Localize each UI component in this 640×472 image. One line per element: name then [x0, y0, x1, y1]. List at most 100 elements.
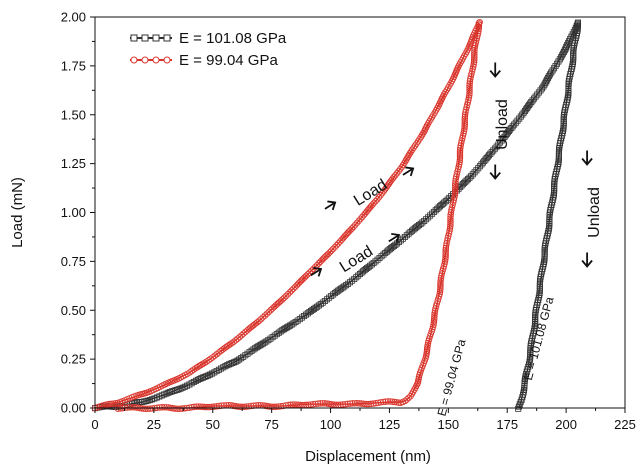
data-point — [471, 56, 478, 64]
legend-marker — [152, 34, 160, 42]
data-point — [521, 107, 528, 114]
data-point — [377, 192, 384, 199]
data-point — [209, 354, 216, 361]
data-point — [457, 140, 465, 147]
data-point — [417, 133, 425, 141]
data-point — [438, 270, 446, 277]
x-tick-label: 150 — [437, 417, 459, 432]
legend-marker — [141, 34, 149, 42]
data-point — [425, 214, 432, 221]
data-point — [463, 104, 470, 111]
data-point — [392, 171, 399, 179]
data-point — [349, 400, 356, 407]
data-point — [372, 198, 379, 205]
data-point — [177, 385, 184, 392]
x-tick-label: 200 — [555, 417, 577, 432]
data-point — [368, 261, 375, 268]
data-point — [432, 302, 440, 310]
data-point — [344, 400, 351, 408]
data-point — [438, 272, 445, 280]
data-point — [461, 121, 468, 128]
data-point — [288, 287, 295, 294]
data-point — [442, 254, 449, 261]
data-point — [307, 401, 314, 408]
data-point — [240, 403, 248, 410]
data-point — [453, 170, 461, 178]
data-point — [293, 401, 300, 408]
y-tick-label: 0.25 — [61, 352, 86, 367]
data-point — [461, 123, 468, 130]
data-point — [476, 163, 483, 170]
data-point — [442, 242, 450, 249]
data-point — [470, 63, 477, 70]
data-point — [179, 384, 186, 391]
data-point — [319, 400, 326, 407]
data-point — [457, 142, 464, 149]
data-point — [156, 404, 163, 411]
data-point — [314, 400, 322, 407]
data-point — [430, 317, 438, 324]
data-point — [419, 130, 427, 137]
data-point — [319, 299, 326, 306]
data-point — [447, 211, 454, 218]
legend-marker — [130, 56, 138, 64]
data-point — [466, 174, 473, 181]
data-point — [355, 217, 362, 225]
x-tick-label: 75 — [264, 417, 278, 432]
data-point — [462, 109, 469, 116]
data-point — [131, 404, 138, 411]
data-point — [344, 280, 351, 287]
data-point — [466, 92, 473, 99]
data-point — [232, 337, 239, 344]
data-point — [372, 258, 379, 265]
legend-label: E = 99.04 GPa — [179, 52, 278, 69]
arrow-down-icon — [581, 252, 593, 268]
data-point — [357, 215, 364, 223]
data-point — [468, 70, 475, 78]
data-point — [351, 221, 359, 229]
data-point — [374, 256, 381, 263]
data-point — [357, 400, 365, 407]
data-point — [258, 341, 265, 348]
y-tick-label: 1.00 — [61, 205, 86, 220]
data-point — [375, 399, 382, 406]
data-point — [144, 397, 151, 404]
data-point — [452, 186, 459, 193]
annotation-3: Unload — [581, 150, 603, 268]
data-point — [460, 127, 468, 135]
data-point — [339, 401, 347, 408]
data-point — [466, 88, 473, 95]
legend-label: E = 101.08 GPa — [179, 30, 287, 47]
data-point — [457, 144, 464, 152]
load-label: Load — [337, 243, 376, 276]
data-point — [213, 350, 221, 358]
data-point — [436, 288, 444, 295]
data-point — [190, 366, 197, 373]
data-point — [401, 159, 408, 167]
data-point — [453, 173, 460, 180]
annotation-5: E = 101.08 GPa — [521, 295, 557, 382]
data-point — [468, 173, 475, 180]
arrow-down-icon — [581, 150, 593, 166]
data-point — [351, 275, 358, 282]
data-point — [531, 95, 538, 102]
data-point — [490, 147, 497, 154]
data-point — [308, 267, 315, 274]
data-point — [326, 249, 333, 256]
data-point — [403, 232, 410, 239]
data-point — [124, 404, 131, 411]
data-point — [427, 212, 434, 219]
data-point — [437, 284, 444, 292]
data-point — [405, 151, 413, 159]
data-point — [197, 403, 204, 410]
y-axis-title: Load (mN) — [9, 177, 26, 248]
arrow-right-icon — [388, 233, 401, 243]
data-point — [451, 194, 458, 201]
data-point — [188, 404, 196, 411]
data-point — [442, 256, 449, 263]
data-point — [238, 332, 245, 339]
data-point — [158, 404, 166, 411]
data-point — [410, 144, 417, 151]
